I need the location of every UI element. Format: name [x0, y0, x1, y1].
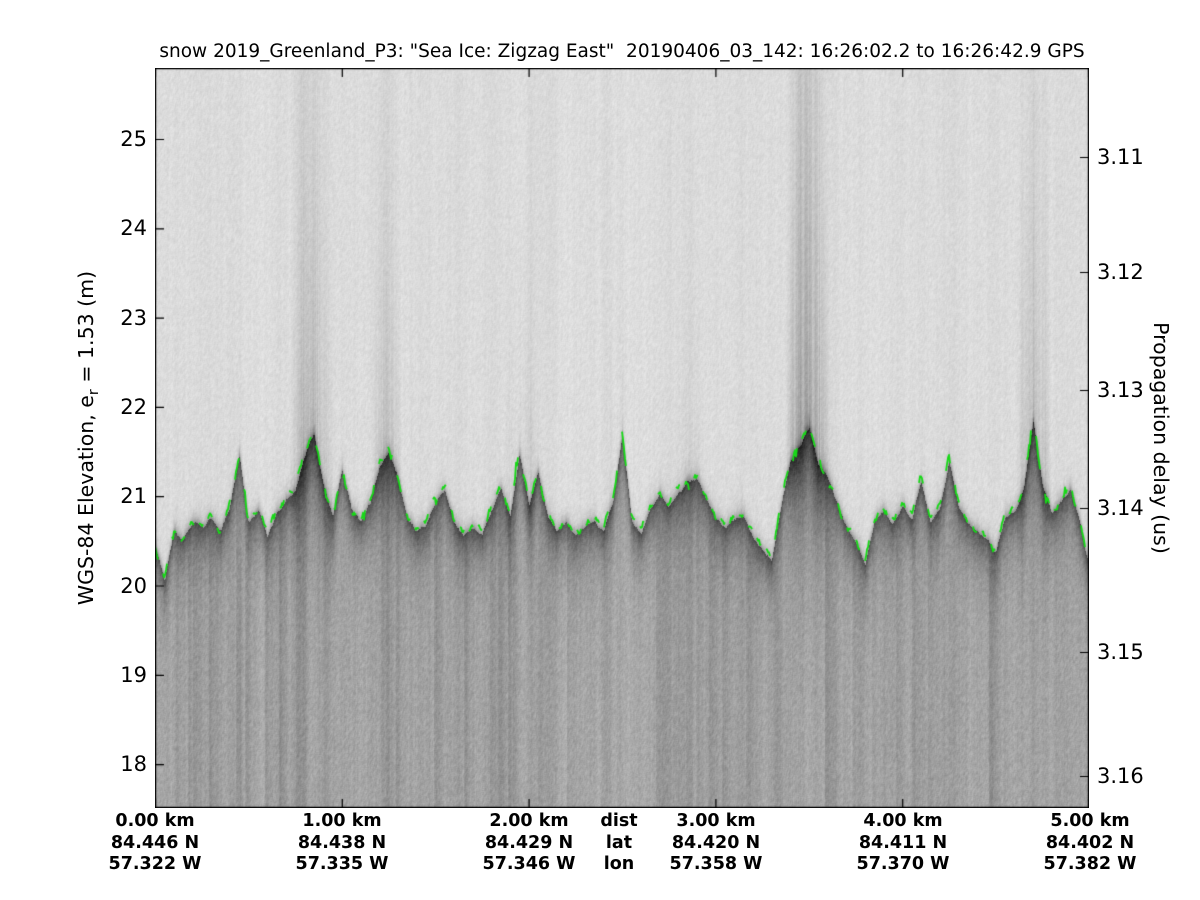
x-dist-label: 3.00 km: [676, 811, 756, 831]
echogram-canvas: [155, 68, 1089, 808]
elevation-tick-label: 22: [120, 394, 147, 419]
x-axis-column: 3.00 km 84.420 N 57.358 W: [670, 811, 763, 876]
elevation-tick-label: 24: [120, 216, 147, 241]
x-dist-row-label: dist: [600, 811, 638, 831]
elevation-tick-label: 21: [120, 484, 147, 509]
delay-tick-label: 3.16: [1097, 764, 1144, 788]
x-lon-label: 57.346 W: [482, 854, 576, 875]
elevation-tick-label: 18: [120, 752, 147, 777]
left-axis-label-post: = 1.53 (m): [73, 270, 98, 390]
x-axis-row-labels: dist lat lon: [600, 811, 637, 876]
right-axis-label: Propagation delay (us): [1149, 322, 1173, 554]
x-axis-column: 5.00 km 84.402 N 57.382 W: [1044, 811, 1137, 876]
x-axis-column: 0.00 km 84.446 N 57.322 W: [109, 811, 202, 876]
x-lon-label: 57.335 W: [295, 854, 389, 875]
delay-tick-label: 3.11: [1097, 145, 1144, 169]
x-dist-label: 1.00 km: [302, 811, 382, 831]
x-lat-label: 84.411 N: [858, 832, 948, 853]
elevation-tick-label: 25: [120, 127, 147, 151]
delay-tick-label: 3.13: [1097, 378, 1144, 402]
x-axis-column: 2.00 km 84.429 N 57.346 W: [483, 811, 576, 876]
x-dist-label: 4.00 km: [863, 811, 943, 831]
delay-tick-label: 3.15: [1097, 640, 1144, 664]
elevation-tick-label: 20: [120, 573, 147, 598]
x-lon-label: 57.322 W: [108, 854, 202, 875]
x-axis-column: 4.00 km 84.411 N 57.370 W: [857, 811, 950, 876]
figure-title: snow 2019_Greenland_P3: "Sea Ice: Zigzag…: [159, 41, 1085, 62]
elevation-tick-label: 19: [120, 662, 147, 687]
x-dist-label: 2.00 km: [489, 811, 569, 831]
x-lat-label: 84.429 N: [484, 832, 574, 853]
x-lon-label: 57.382 W: [1043, 854, 1137, 875]
x-lat-label: 84.402 N: [1045, 832, 1135, 853]
x-axis-column: 1.00 km 84.438 N 57.335 W: [296, 811, 389, 876]
x-lat-label: 84.446 N: [110, 832, 200, 853]
x-dist-label: 0.00 km: [115, 811, 195, 831]
delay-tick-label: 3.12: [1097, 260, 1144, 284]
elevation-tick-label: 23: [120, 305, 147, 330]
delay-tick-label: 3.14: [1097, 496, 1144, 520]
x-lat-label: 84.438 N: [297, 832, 387, 853]
left-axis-label-subscript: r: [86, 389, 103, 396]
x-lat-row-label: lat: [605, 832, 633, 853]
x-lat-label: 84.420 N: [671, 832, 761, 853]
x-lon-row-label: lon: [603, 854, 635, 875]
x-dist-label: 5.00 km: [1050, 811, 1130, 831]
x-lon-label: 57.358 W: [669, 854, 763, 875]
x-lon-label: 57.370 W: [856, 854, 950, 875]
